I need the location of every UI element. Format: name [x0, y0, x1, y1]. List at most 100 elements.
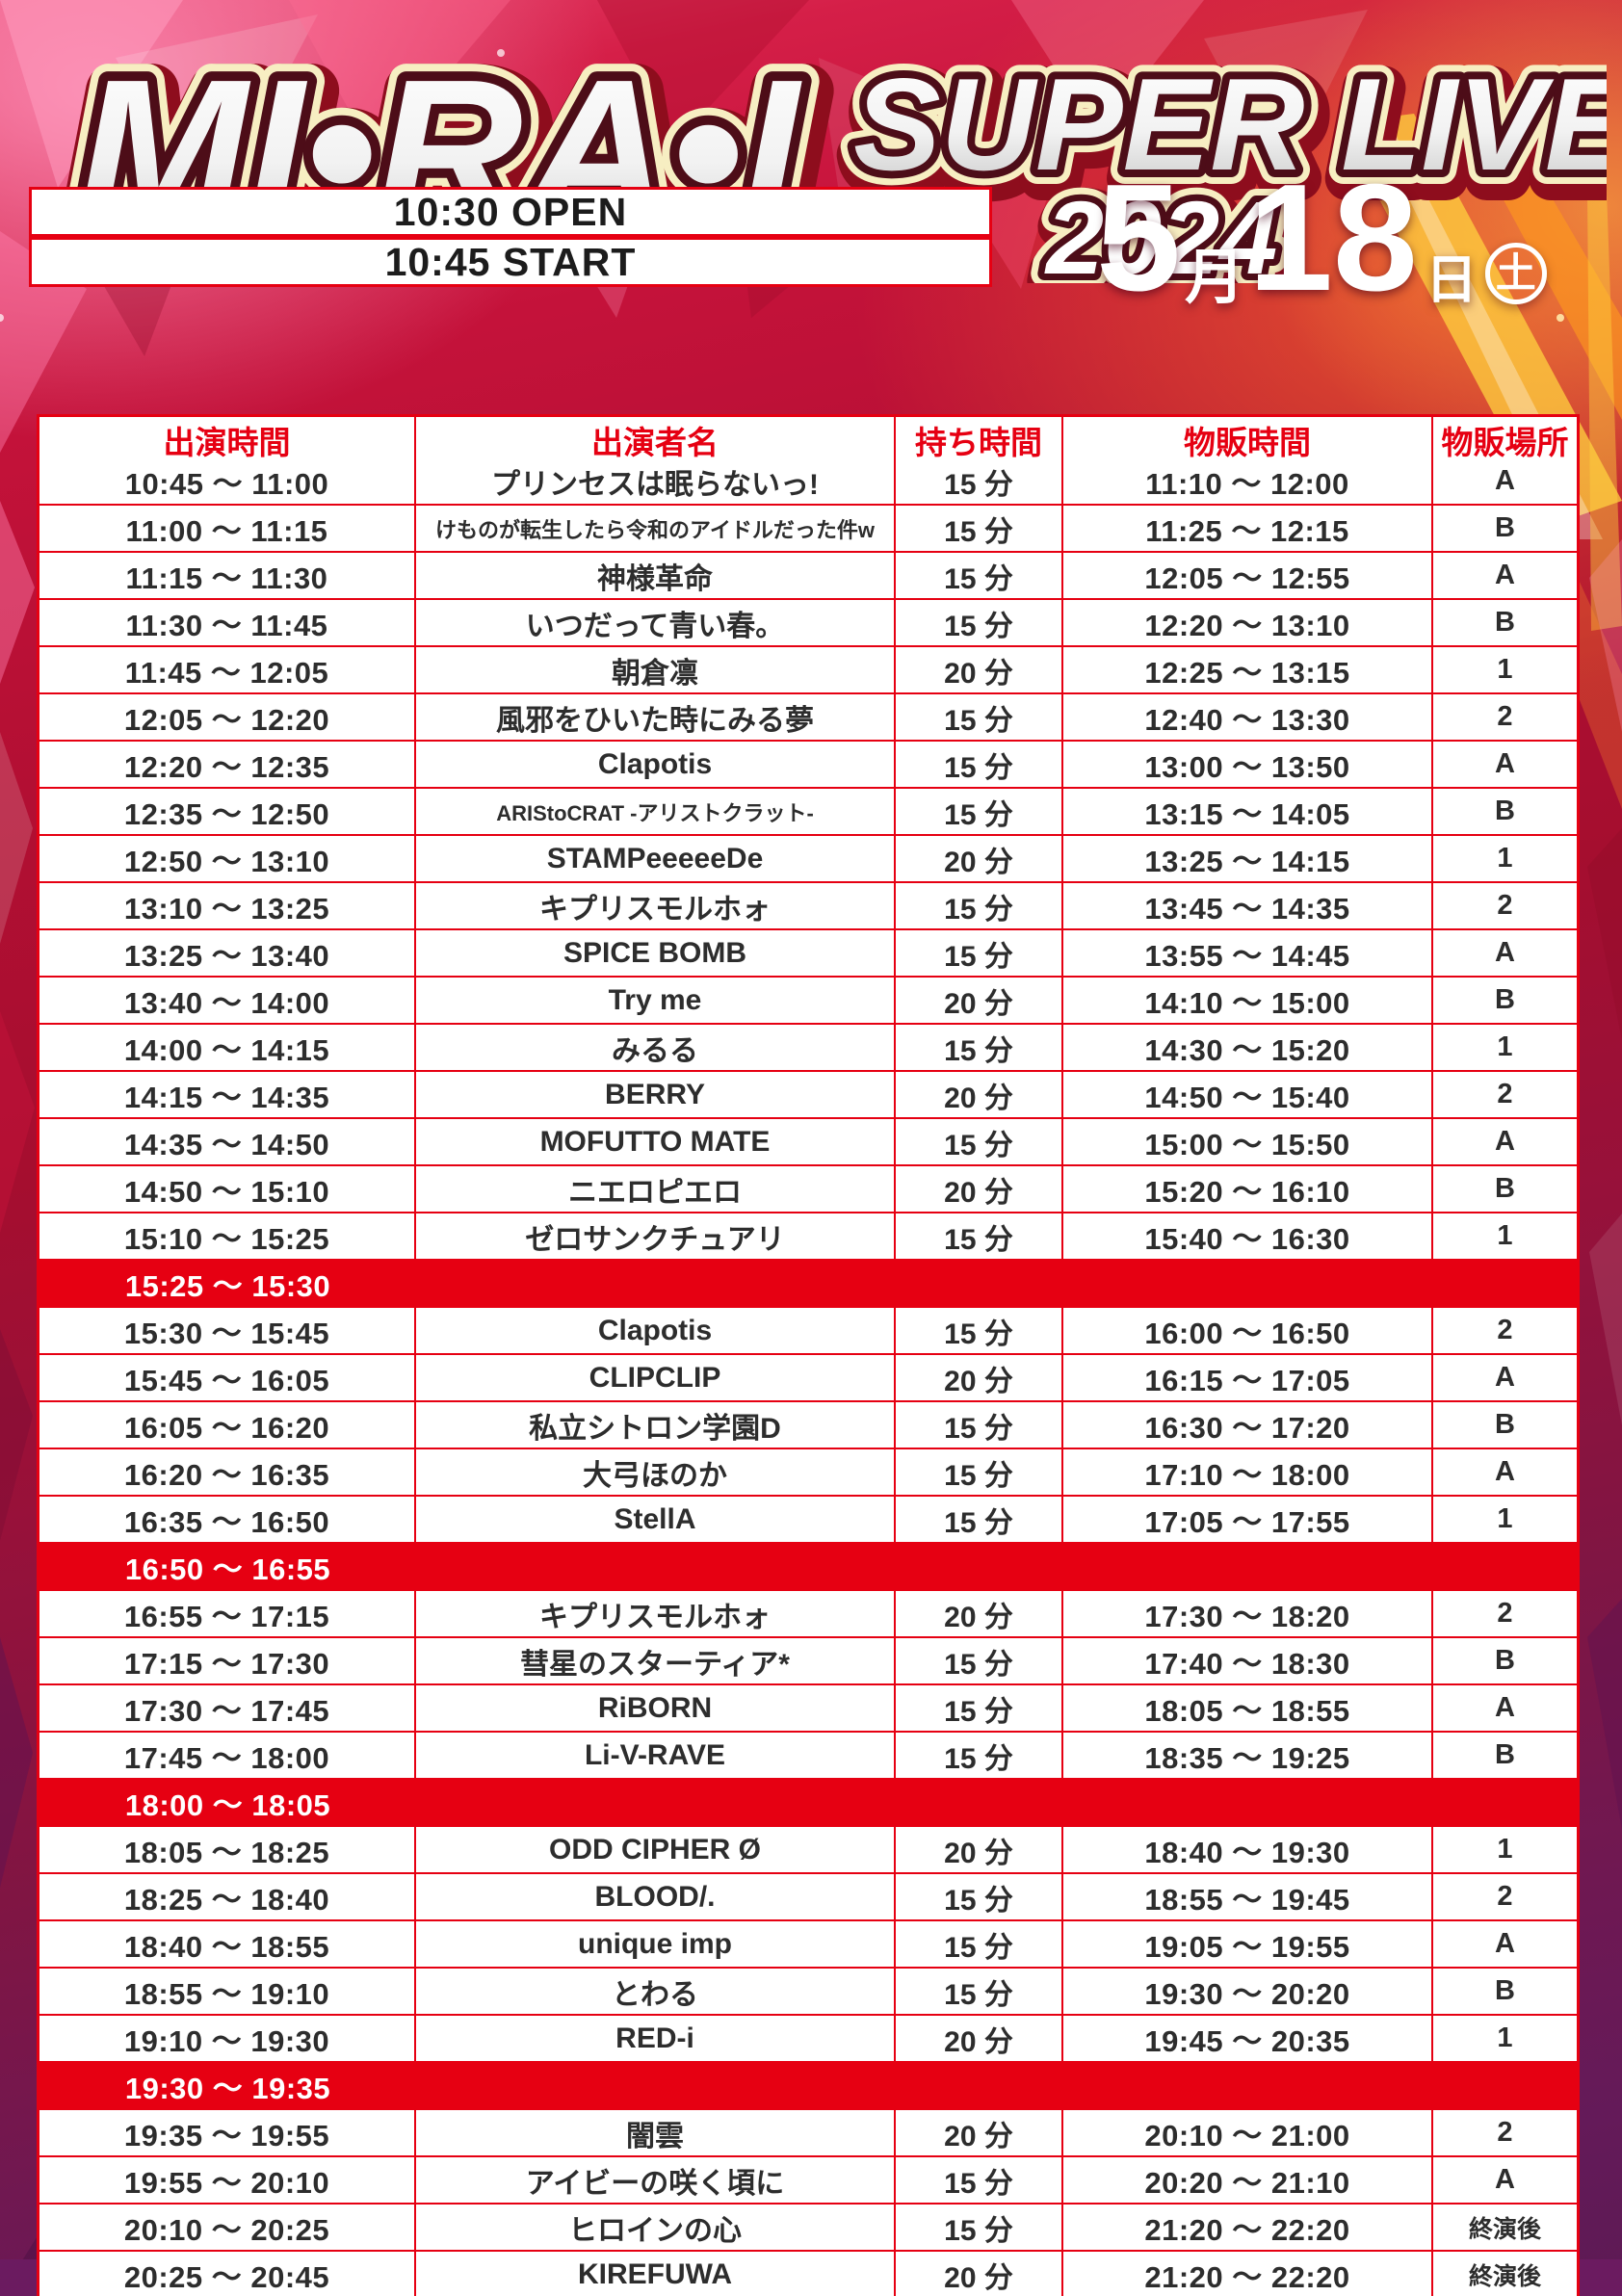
start-time-label: 10:45 START [384, 239, 637, 284]
cell-time: 13:10 〜 13:25 [39, 883, 416, 928]
cell-dur: 15 分 [896, 1402, 1063, 1448]
cell-sale: 17:30 〜 18:20 [1063, 1591, 1433, 1636]
cell-name: キプリスモルホォ [416, 1591, 896, 1636]
break-row: 15:25 〜 15:30 [39, 1261, 1577, 1308]
break-time: 19:30 〜 19:35 [124, 2072, 331, 2105]
cell-place: 2 [1433, 1308, 1577, 1353]
performance-row: 17:45 〜 18:00 Li-V-RAVE 15 分 18:35 〜 19:25 B [39, 1733, 1577, 1780]
performance-row: 11:30 〜 11:45 いつだって青い春。 15 分 12:20 〜 13:10 B [39, 600, 1577, 647]
cell-dur: 20 分 [896, 836, 1063, 881]
cell-sale: 18:05 〜 18:55 [1063, 1685, 1433, 1731]
performance-row: 15:45 〜 16:05 CLIPCLIP 20 分 16:15 〜 17:05 A [39, 1355, 1577, 1402]
cell-dur: 15 分 [896, 1969, 1063, 2014]
open-time-label: 10:30 OPEN [393, 189, 628, 234]
cell-dur: 20 分 [896, 2252, 1063, 2296]
performance-row: 16:05 〜 16:20 私立シトロン学園D 15 分 16:30 〜 17:20 B [39, 1402, 1577, 1449]
cell-name: Clapotis [416, 1308, 896, 1353]
cell-place: A [1433, 553, 1577, 598]
cell-sale: 12:20 〜 13:10 [1063, 600, 1433, 645]
cell-dur: 15 分 [896, 1733, 1063, 1778]
svg-text:SUPER LIVE: SUPER LIVE [853, 51, 1607, 197]
cell-sale: 11:10 〜 12:00 [1063, 458, 1433, 504]
svg-text:2024: 2024 [1044, 179, 1277, 283]
performance-row: 18:55 〜 19:10 とわる 15 分 19:30 〜 20:20 B [39, 1969, 1577, 2016]
performance-row: 11:00 〜 11:15 けものが転生したら令和のアイドルだった件w 15 分 11… [39, 506, 1577, 553]
cell-dur: 15 分 [896, 1119, 1063, 1164]
cell-time: 17:30 〜 17:45 [39, 1685, 416, 1731]
cell-time: 16:20 〜 16:35 [39, 1449, 416, 1495]
cell-name: BERRY [416, 1072, 896, 1117]
cell-time: 19:55 〜 20:10 [39, 2157, 416, 2203]
break-time: 15:25 〜 15:30 [124, 1269, 331, 1303]
cell-place: A [1433, 1685, 1577, 1731]
cell-time: 15:30 〜 15:45 [39, 1308, 416, 1353]
date-month-unit: 月 [1185, 245, 1245, 311]
cell-place: A [1433, 1355, 1577, 1400]
svg-text:SUPER LIVE: SUPER LIVE [853, 51, 1607, 197]
performance-row: 11:45 〜 12:05 朝倉凛 20 分 12:25 〜 13:15 1 [39, 647, 1577, 694]
cell-sale: 15:40 〜 16:30 [1063, 1213, 1433, 1259]
cell-time: 14:50 〜 15:10 [39, 1166, 416, 1212]
cell-name: プリンセスは眠らないっ! [416, 458, 896, 504]
cell-time: 15:10 〜 15:25 [39, 1213, 416, 1259]
cell-time: 19:35 〜 19:55 [39, 2110, 416, 2155]
header-performer-name: 出演者名 [416, 417, 896, 463]
cell-sale: 20:20 〜 21:10 [1063, 2157, 1433, 2203]
header-sales-time: 物販時間 [1063, 417, 1433, 463]
cell-place: 2 [1433, 2110, 1577, 2155]
cell-place: A [1433, 1119, 1577, 1164]
cell-time: 13:25 〜 13:40 [39, 930, 416, 976]
cell-name: Clapotis [416, 742, 896, 787]
cell-sale: 21:20 〜 22:20 [1063, 2205, 1433, 2250]
cell-time: 14:15 〜 14:35 [39, 1072, 416, 1117]
cell-place: 2 [1433, 883, 1577, 928]
cell-place: 1 [1433, 836, 1577, 881]
performance-row: 18:25 〜 18:40 BLOOD/. 15 分 18:55 〜 19:45 2 [39, 1874, 1577, 1921]
cell-time: 19:10 〜 19:30 [39, 2016, 416, 2061]
date-day-unit: 日 [1425, 251, 1478, 309]
cell-dur: 15 分 [896, 930, 1063, 976]
cell-time: 17:45 〜 18:00 [39, 1733, 416, 1778]
cell-sale: 14:50 〜 15:40 [1063, 1072, 1433, 1117]
cell-dur: 20 分 [896, 1072, 1063, 1117]
cell-dur: 20 分 [896, 647, 1063, 692]
cell-place: B [1433, 1733, 1577, 1778]
date-month: 5 [1096, 153, 1182, 323]
cell-time: 16:55 〜 17:15 [39, 1591, 416, 1636]
timetable-body: 10:45 〜 11:00 プリンセスは眠らないっ! 15 分 11:10 〜 12:… [39, 458, 1577, 2296]
cell-dur: 15 分 [896, 1921, 1063, 1967]
cell-name: KIREFUWA [416, 2252, 896, 2296]
cell-sale: 12:05 〜 12:55 [1063, 553, 1433, 598]
cell-place: B [1433, 1969, 1577, 2014]
cell-name: 彗星のスターティア* [416, 1638, 896, 1683]
cell-name: 風邪をひいた時にみる夢 [416, 694, 896, 740]
performance-row: 20:25 〜 20:45 KIREFUWA 20 分 21:20 〜 22:20 終演… [39, 2252, 1577, 2296]
cell-time: 18:40 〜 18:55 [39, 1921, 416, 1967]
cell-time: 14:00 〜 14:15 [39, 1025, 416, 1070]
cell-place: 1 [1433, 1827, 1577, 1872]
performance-row: 14:50 〜 15:10 ニエロピエロ 20 分 15:20 〜 16:10 B [39, 1166, 1577, 1213]
timetable-header-row: 出演時間 出演者名 持ち時間 物販時間 物販場所 [39, 417, 1577, 463]
cell-place: A [1433, 742, 1577, 787]
performance-row: 20:10 〜 20:25 ヒロインの心 15 分 21:20 〜 22:20 終演後 [39, 2205, 1577, 2252]
logo-year: 2024 2024 2024 2024 [1027, 166, 1302, 283]
cell-sale: 12:25 〜 13:15 [1063, 647, 1433, 692]
cell-time: 15:45 〜 16:05 [39, 1355, 416, 1400]
cell-place: B [1433, 978, 1577, 1023]
performance-row: 14:00 〜 14:15 みるる 15 分 14:30 〜 15:20 1 [39, 1025, 1577, 1072]
cell-time: 11:00 〜 11:15 [39, 506, 416, 551]
performance-row: 13:25 〜 13:40 SPICE BOMB 15 分 13:55 〜 14:45… [39, 930, 1577, 978]
cell-name: BLOOD/. [416, 1874, 896, 1919]
svg-text:2024: 2024 [1044, 179, 1277, 283]
performance-row: 17:15 〜 17:30 彗星のスターティア* 15 分 17:40 〜 18:30… [39, 1638, 1577, 1685]
cell-dur: 15 分 [896, 1638, 1063, 1683]
cell-sale: 17:10 〜 18:00 [1063, 1449, 1433, 1495]
performance-row: 18:05 〜 18:25 ODD CIPHER Ø 20 分 18:40 〜 19:… [39, 1827, 1577, 1874]
cell-place: 2 [1433, 1874, 1577, 1919]
break-row: 16:50 〜 16:55 [39, 1544, 1577, 1591]
cell-dur: 15 分 [896, 1449, 1063, 1495]
performance-row: 16:55 〜 17:15 キプリスモルホォ 20 分 17:30 〜 18:20 2 [39, 1591, 1577, 1638]
cell-dur: 15 分 [896, 553, 1063, 598]
cell-name: ニエロピエロ [416, 1166, 896, 1212]
